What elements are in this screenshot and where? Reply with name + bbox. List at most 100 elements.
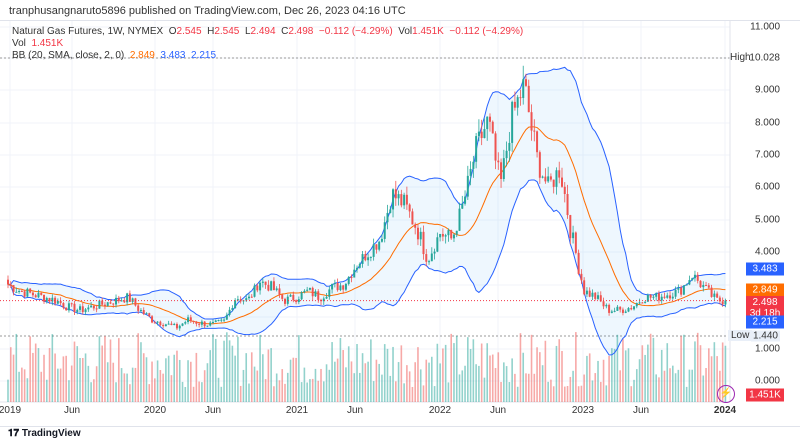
candle-body xyxy=(364,254,367,261)
volume-bar xyxy=(647,344,649,402)
candle-body xyxy=(367,257,370,261)
bar-countdown: 3d 18h xyxy=(749,308,781,319)
candle-body xyxy=(541,176,544,178)
candle-body xyxy=(436,237,439,252)
volume-bar xyxy=(455,335,458,402)
candle-body xyxy=(87,307,90,310)
candle-body xyxy=(151,316,154,323)
volume-bar xyxy=(633,379,635,402)
candle-body xyxy=(414,224,417,228)
low-value: 2.494 xyxy=(250,26,276,37)
candle-body xyxy=(505,150,508,159)
volume-bar xyxy=(126,373,128,402)
candle-body xyxy=(428,261,431,263)
publish-info: tranphusangnaruto5896 published on Tradi… xyxy=(9,5,406,17)
volume-bar xyxy=(514,373,516,402)
volume-bar xyxy=(624,350,627,402)
volume-bar xyxy=(364,363,367,402)
candle-body xyxy=(527,85,530,113)
time-tick: 2022 xyxy=(428,405,452,416)
candle-body xyxy=(272,281,275,291)
volume-bar xyxy=(522,352,525,402)
volume-bar xyxy=(450,333,452,402)
volume-bar xyxy=(245,353,248,402)
volume-bar xyxy=(469,349,472,402)
chart-frame[interactable] xyxy=(0,20,800,427)
volume-bar xyxy=(386,348,389,402)
tick: 4.000 xyxy=(754,246,780,258)
candle-body xyxy=(264,281,267,285)
volume-bar xyxy=(253,366,256,402)
h-label: H xyxy=(207,26,215,37)
candle-body xyxy=(270,281,273,291)
volume-bar xyxy=(392,346,394,402)
candle-body xyxy=(300,292,303,300)
volume-bar xyxy=(597,360,599,402)
candle-body xyxy=(644,301,647,303)
volume-bar xyxy=(137,333,139,402)
volume-bar xyxy=(497,352,500,402)
candle-body xyxy=(394,189,397,199)
volume-bar xyxy=(705,368,707,402)
volume-bar xyxy=(353,373,356,402)
symbol-name[interactable]: Natural Gas Futures, 1W, NYMEX xyxy=(12,26,164,37)
tick: 6.000 xyxy=(754,181,780,193)
volume-bar xyxy=(190,361,192,402)
candle-body xyxy=(225,314,228,320)
candle-body xyxy=(461,203,464,209)
volume-bar xyxy=(95,366,98,402)
candle-body xyxy=(519,97,522,99)
volume-bar xyxy=(322,381,325,402)
volume-bar xyxy=(248,383,250,402)
volume-bar xyxy=(461,370,464,402)
volume-bar xyxy=(51,334,54,402)
candle-body xyxy=(211,321,214,323)
volume-bar xyxy=(73,341,76,402)
volume-bar xyxy=(677,369,680,402)
candle-body xyxy=(142,310,145,314)
candle-body xyxy=(267,284,270,291)
volume-bar xyxy=(378,363,380,402)
candle-body xyxy=(234,300,237,309)
candle-body xyxy=(500,162,503,179)
candle-body xyxy=(31,292,34,296)
candle-body xyxy=(439,233,442,238)
candle-body xyxy=(558,170,561,178)
volume-bar xyxy=(311,378,314,402)
volume-bar xyxy=(699,345,702,402)
volume-label[interactable]: Vol xyxy=(12,38,26,49)
volume-bar xyxy=(90,382,92,402)
volume-bar xyxy=(395,381,397,402)
time-tick: Jun xyxy=(489,405,507,416)
volume-bar xyxy=(300,382,303,402)
candle-body xyxy=(608,304,611,313)
candle-body xyxy=(342,285,345,290)
candle-body xyxy=(555,170,558,187)
lightning-icon[interactable]: ⚡ xyxy=(717,385,735,403)
candle-body xyxy=(103,304,106,306)
high-label: High xyxy=(730,52,751,63)
volume-bar xyxy=(295,357,297,402)
candle-body xyxy=(707,285,710,288)
candle-body xyxy=(178,325,181,329)
volume-bar xyxy=(184,386,187,402)
candle-body xyxy=(375,244,378,250)
volume-bar xyxy=(45,379,48,402)
volume-bar xyxy=(81,358,84,402)
bb-basis-badge: 2.849 xyxy=(746,283,784,297)
candle-body xyxy=(483,129,486,139)
candle-body xyxy=(56,300,59,304)
time-tick: Jun xyxy=(632,405,650,416)
volume-bar xyxy=(334,361,336,402)
volume-bar xyxy=(383,344,386,402)
candle-body xyxy=(699,280,702,288)
volume-bar xyxy=(298,335,300,402)
bb-label[interactable]: BB (20, SMA, close, 2, 0) xyxy=(12,50,125,61)
candle-body xyxy=(303,290,306,293)
volume-bar xyxy=(467,337,469,402)
volume-bar xyxy=(115,382,117,402)
bb-lower-badge: 2.215 xyxy=(746,315,784,329)
candle-body xyxy=(561,177,563,187)
volume-bar xyxy=(109,339,112,402)
